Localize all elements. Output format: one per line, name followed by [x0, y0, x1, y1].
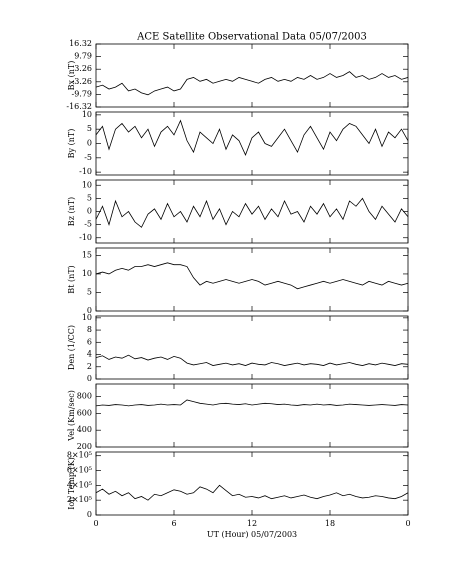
- x-tick-label: 12: [247, 519, 257, 528]
- data-line: [95, 354, 409, 366]
- y-tick-label: 8×10⁵: [67, 451, 92, 460]
- y-tick-label: 2×10⁵: [67, 495, 92, 504]
- y-tick-label: -10: [79, 167, 92, 176]
- data-line: [95, 484, 409, 501]
- y-tick-label: -5: [84, 220, 92, 229]
- y-tick-label: 10: [82, 180, 92, 189]
- y-tick-label: 9.79: [74, 52, 92, 61]
- data-line: [95, 262, 409, 290]
- data-line: [95, 119, 409, 156]
- y-tick-label: 400: [77, 425, 92, 434]
- y-axis-label: Ion Temp (K): [67, 457, 76, 510]
- y-axis-label: Bz (nT): [67, 197, 76, 226]
- y-tick-label: 10: [82, 313, 92, 322]
- y-tick-label: 0: [87, 306, 92, 315]
- x-tick-label: 18: [325, 519, 335, 528]
- y-tick-label: 0: [87, 510, 92, 519]
- data-line: [95, 71, 409, 96]
- panel-frame: [95, 383, 409, 448]
- y-tick-label: 5: [87, 193, 92, 202]
- panel-frame: [95, 179, 409, 244]
- y-tick-label: 800: [77, 392, 92, 401]
- panel-frame: [95, 451, 409, 516]
- data-line: [95, 399, 409, 407]
- panel-frame: [95, 315, 409, 380]
- y-tick-label: 16.32: [69, 39, 92, 48]
- y-tick-label: 200: [77, 442, 92, 451]
- y-tick-label: 6: [87, 337, 92, 346]
- y-axis-label: Vel (Km/sec): [67, 390, 76, 442]
- y-tick-label: 5: [87, 124, 92, 133]
- x-tick-label: 0: [93, 519, 98, 528]
- y-tick-label: 0: [87, 139, 92, 148]
- x-axis-label: UT (Hour) 05/07/2003: [207, 530, 297, 539]
- y-axis-label: Den (1/CC): [67, 325, 76, 370]
- x-tick-label: 0: [405, 519, 410, 528]
- y-tick-label: 600: [77, 408, 92, 417]
- y-axis-label: Bt (nT): [67, 265, 76, 293]
- y-tick-label: 4: [87, 350, 92, 359]
- y-tick-label: 2: [87, 362, 92, 371]
- y-tick-label: -9.79: [71, 89, 92, 98]
- chart-title: ACE Satellite Observational Data 05/07/2…: [136, 32, 367, 43]
- y-tick-label: -3.26: [71, 77, 92, 86]
- y-tick-label: 0: [87, 207, 92, 216]
- y-tick-label: 8: [87, 325, 92, 334]
- y-axis-label: Bx (nT): [67, 61, 76, 91]
- y-tick-label: -10: [79, 233, 92, 242]
- y-tick-label: 10: [82, 269, 92, 278]
- y-tick-label: 3.26: [74, 64, 92, 73]
- y-tick-label: -16.32: [66, 102, 92, 111]
- y-tick-label: 6×10⁵: [67, 466, 92, 475]
- x-tick-label: 6: [171, 519, 176, 528]
- y-tick-label: 4×10⁵: [67, 480, 92, 489]
- data-line: [95, 197, 409, 228]
- y-tick-label: 15: [82, 250, 92, 259]
- y-tick-label: 0: [87, 374, 92, 383]
- y-tick-label: 10: [82, 110, 92, 119]
- y-tick-label: 5: [87, 287, 92, 296]
- panel-frame: [95, 111, 409, 176]
- y-tick-label: -5: [84, 153, 92, 162]
- y-axis-label: By (nT): [67, 129, 76, 159]
